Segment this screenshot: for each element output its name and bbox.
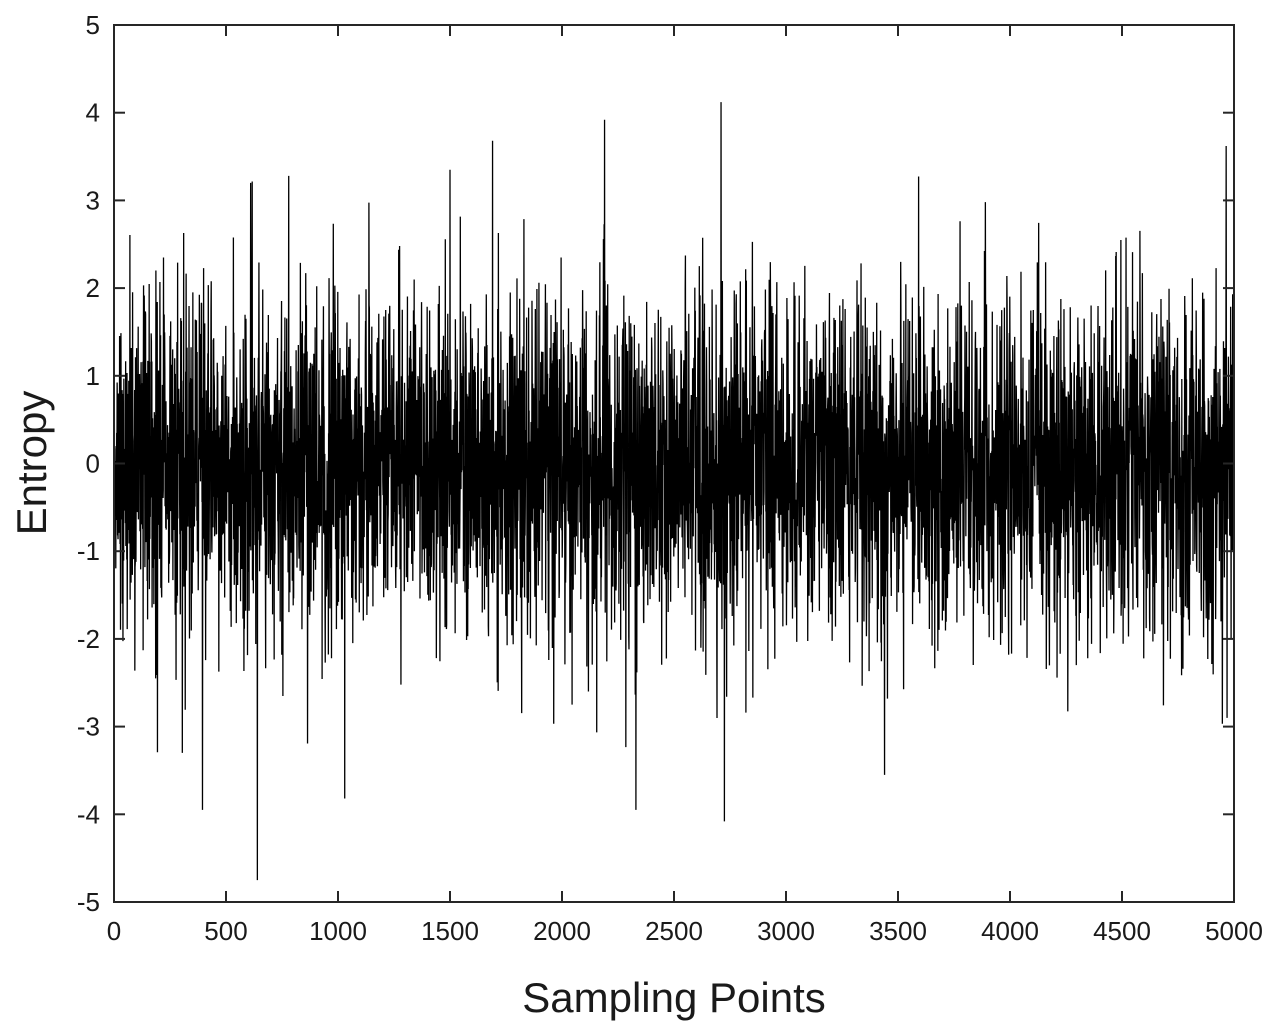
x-tick-label: 1500 — [421, 916, 479, 946]
x-axis-ticks: 0 500 1000 1500 2000 2500 3000 3500 4000 4500 5000 — [107, 25, 1263, 946]
plot-area — [113, 102, 1235, 881]
y-tick-label: 2 — [86, 273, 100, 303]
series-line-entropy — [113, 102, 1235, 881]
y-tick-label: -1 — [77, 536, 100, 566]
y-tick-label: -2 — [77, 624, 100, 654]
x-tick-label: 500 — [204, 916, 247, 946]
x-axis-title: Sampling Points — [522, 974, 826, 1021]
x-tick-label: 1000 — [309, 916, 367, 946]
y-tick-label: 4 — [86, 98, 100, 128]
x-tick-label: 3500 — [869, 916, 927, 946]
y-tick-label: -3 — [77, 712, 100, 742]
y-tick-label: -4 — [77, 799, 100, 829]
x-tick-label: 2500 — [645, 916, 703, 946]
x-tick-label: 0 — [107, 916, 121, 946]
x-tick-label: 3000 — [757, 916, 815, 946]
y-tick-label: -5 — [77, 887, 100, 917]
y-tick-label: 5 — [86, 10, 100, 40]
y-axis-ticks: -5 -4 -3 -2 -1 0 1 2 3 4 5 — [77, 10, 1234, 917]
x-tick-label: 2000 — [533, 916, 591, 946]
x-tick-label: 5000 — [1205, 916, 1263, 946]
x-tick-label: 4500 — [1093, 916, 1151, 946]
x-tick-label: 4000 — [981, 916, 1039, 946]
y-tick-label: 1 — [86, 361, 100, 391]
y-axis-title: Entropy — [8, 391, 55, 536]
y-tick-label: 0 — [86, 449, 100, 479]
y-tick-label: 3 — [86, 185, 100, 215]
